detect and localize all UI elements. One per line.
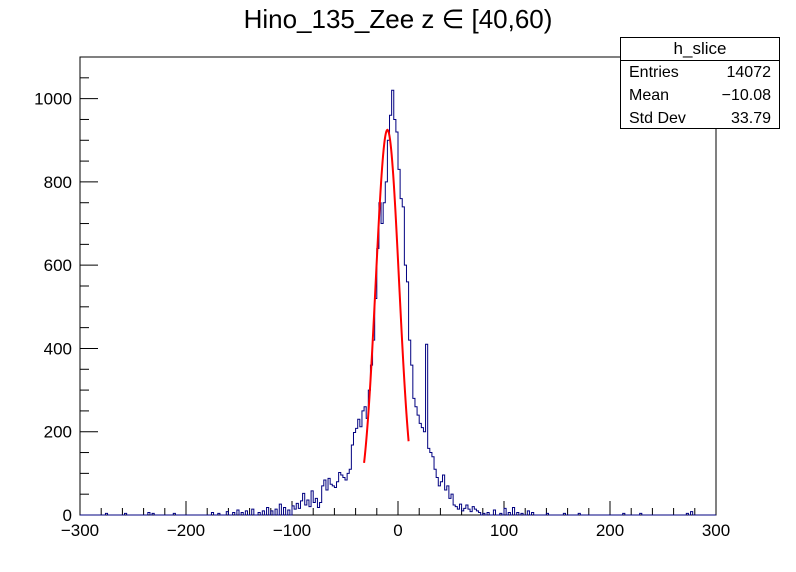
- x-tick-label: 200: [596, 521, 624, 540]
- histogram-line: [80, 89, 716, 516]
- stats-label: Std Dev: [629, 110, 686, 127]
- y-tick-label: 600: [44, 256, 72, 275]
- stats-row-stddev: Std Dev 33.79: [621, 107, 779, 130]
- stats-box-title: h_slice: [621, 38, 779, 61]
- y-tick-label: 0: [63, 506, 72, 525]
- x-tick-label: 0: [393, 521, 402, 540]
- stats-value: 33.79: [730, 110, 771, 127]
- x-tick-label: −300: [61, 521, 99, 540]
- y-tick-label: 400: [44, 339, 72, 358]
- y-tick-label: 1000: [34, 90, 72, 109]
- stats-row-mean: Mean −10.08: [621, 84, 779, 107]
- x-tick-label: −200: [167, 521, 205, 540]
- x-tick-label: 100: [490, 521, 518, 540]
- axis-ticks: [79, 56, 717, 516]
- stats-value: 14072: [726, 64, 772, 81]
- y-tick-label: 800: [44, 173, 72, 192]
- x-tick-label: −100: [273, 521, 311, 540]
- gaussian-fit-curve: [363, 128, 410, 463]
- x-tick-label: 300: [702, 521, 730, 540]
- stats-label: Mean: [629, 87, 670, 104]
- stats-label: Entries: [629, 64, 679, 81]
- y-tick-label: 200: [44, 423, 72, 442]
- axis-labels: −300 −200 −100 0 100 200 300 0 200 400 600 800 1000: [34, 90, 730, 540]
- chart-title: Hino_135_Zee z ∈ [40,60): [243, 4, 553, 34]
- stats-row-entries: Entries 14072: [621, 61, 779, 84]
- stats-value: −10.08: [721, 87, 771, 104]
- stats-box: h_slice Entries 14072 Mean −10.08 Std De…: [620, 37, 780, 129]
